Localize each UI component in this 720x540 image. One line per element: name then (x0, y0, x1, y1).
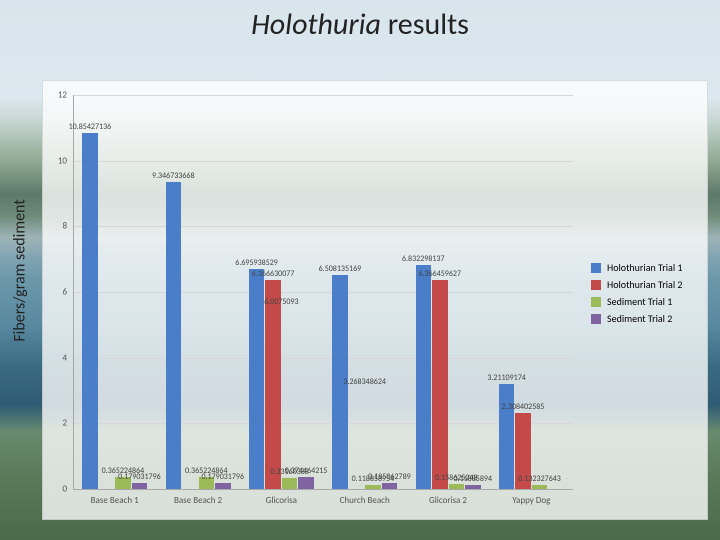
bar-value-label: 6.832298137 (402, 254, 445, 264)
y-axis-label: Fibers/gram sediment (11, 199, 30, 341)
title-rest: results (381, 6, 469, 43)
x-tick-label: Base Beach 1 (91, 495, 139, 506)
bar-value-label: 6.366630077 (252, 269, 295, 279)
x-tick-label: Yappy Dog (512, 495, 550, 506)
y-tick-label: 8 (62, 221, 67, 232)
legend-label: Holothurian Trial 1 (607, 261, 682, 274)
annotation-label: 6.0075093 (264, 297, 298, 307)
bar: 10.85427136 (82, 133, 98, 489)
bar-value-label: 6.695938529 (235, 258, 278, 268)
bar-value-label: 6.508135169 (319, 264, 362, 274)
legend-item: Sediment Trial 1 (591, 295, 682, 308)
bar-value-label: 3.21109174 (487, 373, 526, 383)
chart-panel: 024681012Base Beach 110.854271360.365224… (42, 80, 708, 520)
bar-value-label: 0.132327643 (518, 474, 561, 484)
page-title: Holothuria results (0, 6, 720, 43)
legend-item: Holothurian Trial 1 (591, 261, 682, 274)
x-tick-label: Glicorisa 2 (429, 495, 467, 506)
legend-swatch (591, 297, 601, 307)
y-axis-label-wrap: Fibers/gram sediment (8, 0, 32, 540)
grid-line (73, 358, 573, 359)
bar-value-label: 0.374464215 (285, 466, 328, 476)
x-axis-line (73, 489, 573, 490)
legend-item: Holothurian Trial 2 (591, 278, 682, 291)
legend-swatch (591, 280, 601, 290)
bar-value-label: 10.85427136 (69, 122, 112, 132)
bar: 0.179031796 (132, 483, 148, 489)
bar-value-label: 2.308402585 (502, 402, 545, 412)
bar-value-label: 0.11885894 (453, 474, 492, 484)
legend-swatch (591, 314, 601, 324)
legend-label: Holothurian Trial 2 (607, 278, 682, 291)
legend-swatch (591, 263, 601, 273)
y-tick-label: 12 (58, 90, 67, 101)
grid-line (73, 226, 573, 227)
bar: 0.132327643 (532, 485, 548, 489)
bar: 9.346733668 (166, 182, 182, 489)
bar-value-label: 6.366459627 (418, 269, 461, 279)
bar: 0.374464215 (298, 477, 314, 489)
annotation-label: 3.268348624 (343, 377, 386, 387)
bar-value-label: 0.179031796 (201, 472, 244, 482)
bar-value-label: 0.185062789 (368, 472, 411, 482)
bar-value-label: 9.346733668 (152, 171, 195, 181)
legend-item: Sediment Trial 2 (591, 312, 682, 325)
plot-area: 024681012Base Beach 110.854271360.365224… (73, 95, 573, 489)
grid-line (73, 95, 573, 96)
grid-line (73, 292, 573, 293)
title-italic: Holothuria (251, 6, 381, 43)
bar: 0.118858954 (365, 485, 381, 489)
bar: 0.185062789 (382, 483, 398, 489)
legend-label: Sediment Trial 1 (607, 295, 672, 308)
bar: 6.366459627 (432, 280, 448, 489)
y-axis-line (73, 95, 74, 489)
y-tick-label: 6 (62, 287, 67, 298)
legend: Holothurian Trial 1 Holothurian Trial 2 Se… (591, 261, 682, 329)
x-tick-label: Church Beach (340, 495, 390, 506)
legend-label: Sediment Trial 2 (607, 312, 672, 325)
y-tick-label: 0 (62, 484, 67, 495)
bar-value-label: 0.179031796 (118, 472, 161, 482)
bar: 0.33160388 (282, 478, 298, 489)
y-tick-label: 10 (58, 155, 67, 166)
bar: 3.21109174 (499, 384, 515, 489)
y-tick-label: 4 (62, 352, 67, 363)
bar: 6.695938529 (249, 269, 265, 489)
bar: 0.179031796 (215, 483, 231, 489)
bar: 0.11885894 (465, 485, 481, 489)
bar: 6.832298137 (416, 265, 432, 489)
grid-line (73, 161, 573, 162)
y-tick-label: 2 (62, 418, 67, 429)
bar: 6.366630077 (265, 280, 281, 489)
x-tick-label: Glicorisa (266, 495, 297, 506)
x-tick-label: Base Beach 2 (174, 495, 222, 506)
bar: 0.158625248 (449, 484, 465, 489)
